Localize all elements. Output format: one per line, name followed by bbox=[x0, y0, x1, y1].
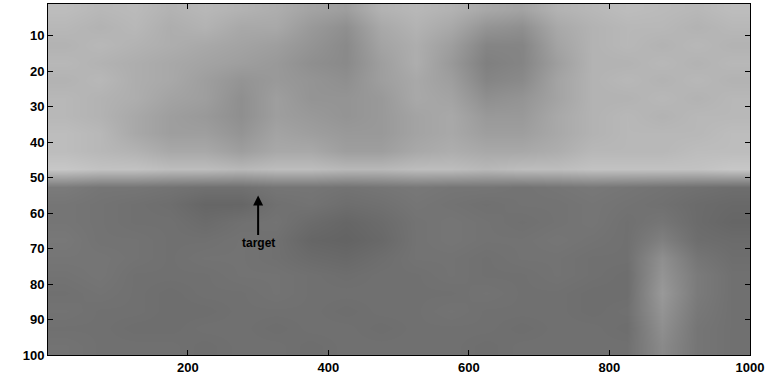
svg-text:70: 70 bbox=[30, 241, 44, 256]
svg-text:30: 30 bbox=[30, 99, 44, 114]
svg-text:target: target bbox=[242, 236, 275, 250]
svg-text:400: 400 bbox=[318, 360, 340, 375]
svg-text:50: 50 bbox=[30, 170, 44, 185]
svg-text:1000: 1000 bbox=[736, 360, 765, 375]
svg-text:600: 600 bbox=[458, 360, 480, 375]
svg-text:40: 40 bbox=[30, 135, 44, 150]
svg-text:800: 800 bbox=[599, 360, 621, 375]
svg-text:10: 10 bbox=[30, 28, 44, 43]
svg-text:100: 100 bbox=[23, 348, 45, 363]
svg-text:200: 200 bbox=[177, 360, 199, 375]
svg-text:20: 20 bbox=[30, 64, 44, 79]
svg-text:60: 60 bbox=[30, 206, 44, 221]
svg-text:90: 90 bbox=[30, 312, 44, 327]
svg-text:80: 80 bbox=[30, 277, 44, 292]
